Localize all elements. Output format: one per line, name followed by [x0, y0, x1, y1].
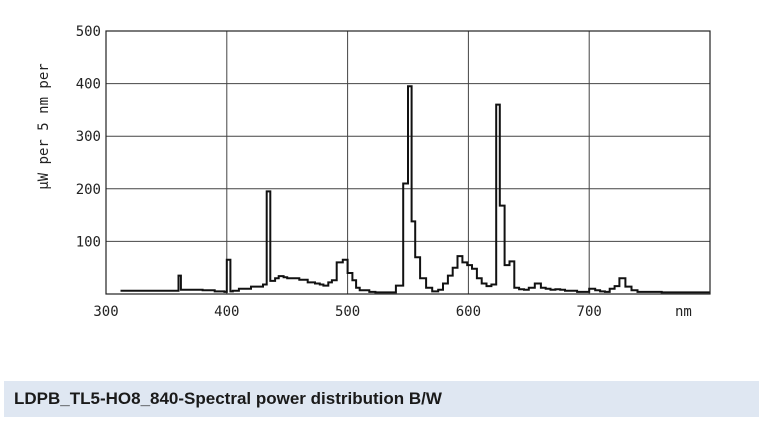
x-tick-label: 600	[456, 304, 481, 320]
plot-frame	[105, 30, 711, 295]
x-tick-labels: 300 400 500 600 700	[93, 304, 601, 320]
y-tick-label: 100	[76, 234, 101, 250]
caption-bar: LDPB_TL5-HO8_840-Spectral power distribu…	[4, 381, 759, 417]
caption-title: LDPB_TL5-HO8_840-Spectral power distribu…	[14, 389, 442, 408]
x-tick-label: 300	[93, 304, 118, 320]
y-tick-label: 300	[76, 129, 101, 145]
y-tick-label: 500	[76, 24, 101, 40]
y-tick-label: 400	[76, 77, 101, 93]
x-tick-label: 700	[577, 304, 602, 320]
y-tick-label: 200	[76, 182, 101, 198]
y-tick-labels: 100 200 300 400 500	[76, 24, 101, 250]
y-axis-title: µW per 5 nm per	[36, 63, 52, 189]
series-line-spectrum	[120, 85, 710, 294]
x-tick-label: 500	[335, 304, 360, 320]
x-tick-label: 400	[214, 304, 239, 320]
x-unit-label: nm	[675, 304, 692, 320]
